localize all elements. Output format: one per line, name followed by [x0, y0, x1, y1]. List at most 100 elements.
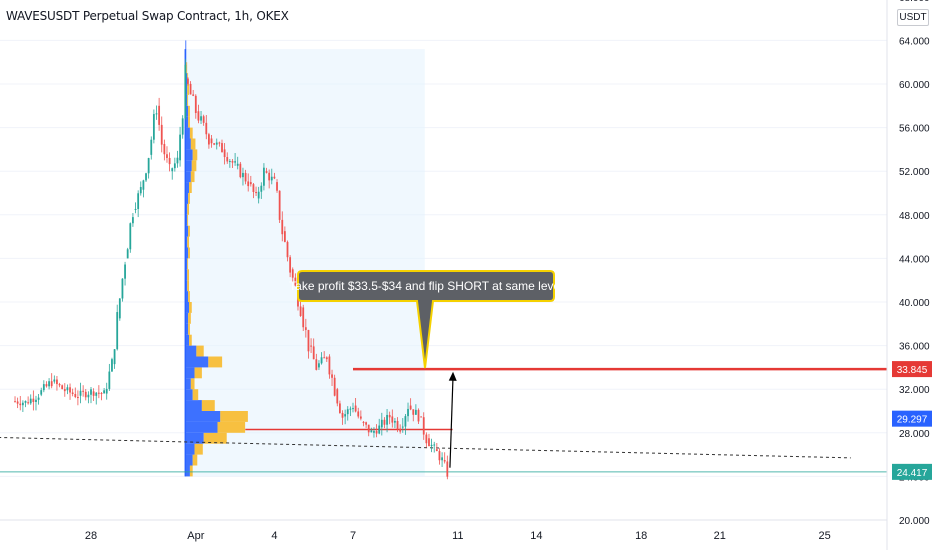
- candle-body: [87, 394, 90, 398]
- vp-bar-up: [185, 225, 189, 237]
- candle-body: [328, 356, 331, 375]
- price-badge-label: 29.297: [897, 415, 928, 426]
- candle-body: [394, 420, 396, 423]
- vp-bar-down: [194, 367, 202, 379]
- vp-bar-down: [189, 182, 192, 193]
- arrow-line[interactable]: [449, 375, 454, 468]
- candle-body: [171, 168, 174, 172]
- vp-bar-up: [185, 203, 188, 215]
- candle-body: [35, 399, 37, 402]
- range-box: [185, 49, 425, 477]
- vp-bar-down: [187, 280, 189, 292]
- candle-body: [433, 444, 436, 446]
- candle-body: [218, 142, 221, 144]
- candle-body: [56, 379, 58, 385]
- vp-bar-down: [190, 378, 195, 390]
- vp-bar-up: [185, 149, 193, 161]
- candle-body: [265, 171, 268, 173]
- candle-body: [263, 167, 265, 186]
- candle-body: [213, 143, 216, 145]
- price-badge-label: 24.417: [897, 468, 928, 479]
- candle-body: [116, 312, 119, 350]
- vp-bar-up: [185, 160, 192, 172]
- time-tick-label: 21: [714, 530, 726, 542]
- candle-body: [304, 327, 307, 330]
- candle-body: [386, 414, 388, 425]
- callout-bubble: [297, 270, 555, 369]
- candle-body: [291, 269, 294, 278]
- vp-bar-down: [203, 432, 227, 444]
- candle-body: [344, 414, 347, 417]
- vp-bar-down: [220, 411, 248, 422]
- candle-body: [268, 172, 271, 181]
- vp-bar-down: [188, 116, 190, 128]
- candle-body: [336, 389, 339, 404]
- price-badge-bg: [892, 361, 932, 378]
- time-tick-label: 25: [818, 530, 830, 542]
- candle-body: [16, 401, 19, 404]
- candle-body: [32, 398, 35, 402]
- candle-body: [210, 138, 213, 144]
- candle-body: [95, 392, 98, 396]
- time-tick-label: 7: [350, 530, 356, 542]
- candle-body: [152, 114, 155, 140]
- time-tick-label: 28: [85, 530, 97, 542]
- price-tick-label: 28.000: [899, 429, 930, 440]
- candle-body: [179, 134, 181, 161]
- candle-body: [48, 381, 50, 387]
- candle-body: [273, 176, 276, 179]
- vp-bar-down: [208, 356, 223, 368]
- candle-body: [69, 387, 71, 393]
- vp-bar-up: [185, 367, 195, 379]
- candle-body: [318, 363, 320, 368]
- candle-body: [215, 142, 218, 145]
- currency-button[interactable]: USDT: [897, 9, 929, 26]
- candle-body: [173, 163, 176, 169]
- vp-bar-down: [189, 334, 192, 346]
- price-tick-label: 32.000: [899, 385, 930, 396]
- candle-body: [370, 430, 373, 433]
- vp-bar-up: [185, 443, 195, 455]
- candle-body: [184, 64, 187, 119]
- candle-body: [378, 425, 381, 434]
- candle-body: [168, 157, 171, 165]
- arrow-head: [448, 371, 457, 381]
- candle-body: [126, 249, 129, 259]
- callout[interactable]: Take profit $33.5-$34 and flip SHORT at …: [289, 270, 563, 369]
- candle-body: [430, 444, 433, 447]
- vp-bar-down: [187, 84, 189, 95]
- candle-body: [391, 416, 394, 423]
- time-tick-label: 11: [452, 530, 463, 542]
- time-axis[interactable]: 28 Apr 4 7 11 14 18 21 25: [0, 519, 887, 542]
- candle-body: [176, 157, 179, 164]
- candle-body: [77, 397, 79, 399]
- vp-bar-up: [185, 94, 188, 106]
- candle-body: [166, 154, 168, 158]
- candle-body: [189, 83, 192, 95]
- vp-bar-down: [187, 236, 189, 248]
- candle-body: [302, 307, 305, 328]
- price-tick-label: 40.000: [899, 298, 930, 309]
- candle-body: [359, 416, 362, 419]
- candle-body: [417, 409, 420, 422]
- time-tick-label: 18: [635, 530, 647, 542]
- dotted-trendline[interactable]: [0, 436, 851, 459]
- candle-body: [331, 374, 333, 378]
- vp-bar-up: [185, 334, 189, 346]
- candle-body: [145, 173, 147, 181]
- candle-body: [396, 420, 399, 429]
- chart-title: WAVESUSDT Perpetual Swap Contract, 1h, O…: [6, 9, 289, 23]
- candle-body: [137, 193, 140, 209]
- candle-body: [208, 134, 210, 145]
- candle-body: [24, 401, 27, 403]
- vp-bar-up: [185, 432, 204, 444]
- candle-body: [325, 357, 328, 360]
- candle-body: [270, 176, 273, 181]
- candle-body: [84, 391, 87, 398]
- candle-body: [113, 349, 116, 365]
- candle-body: [435, 449, 438, 452]
- candle-body: [252, 184, 255, 192]
- candle-body: [333, 377, 336, 396]
- candle-body: [160, 124, 163, 145]
